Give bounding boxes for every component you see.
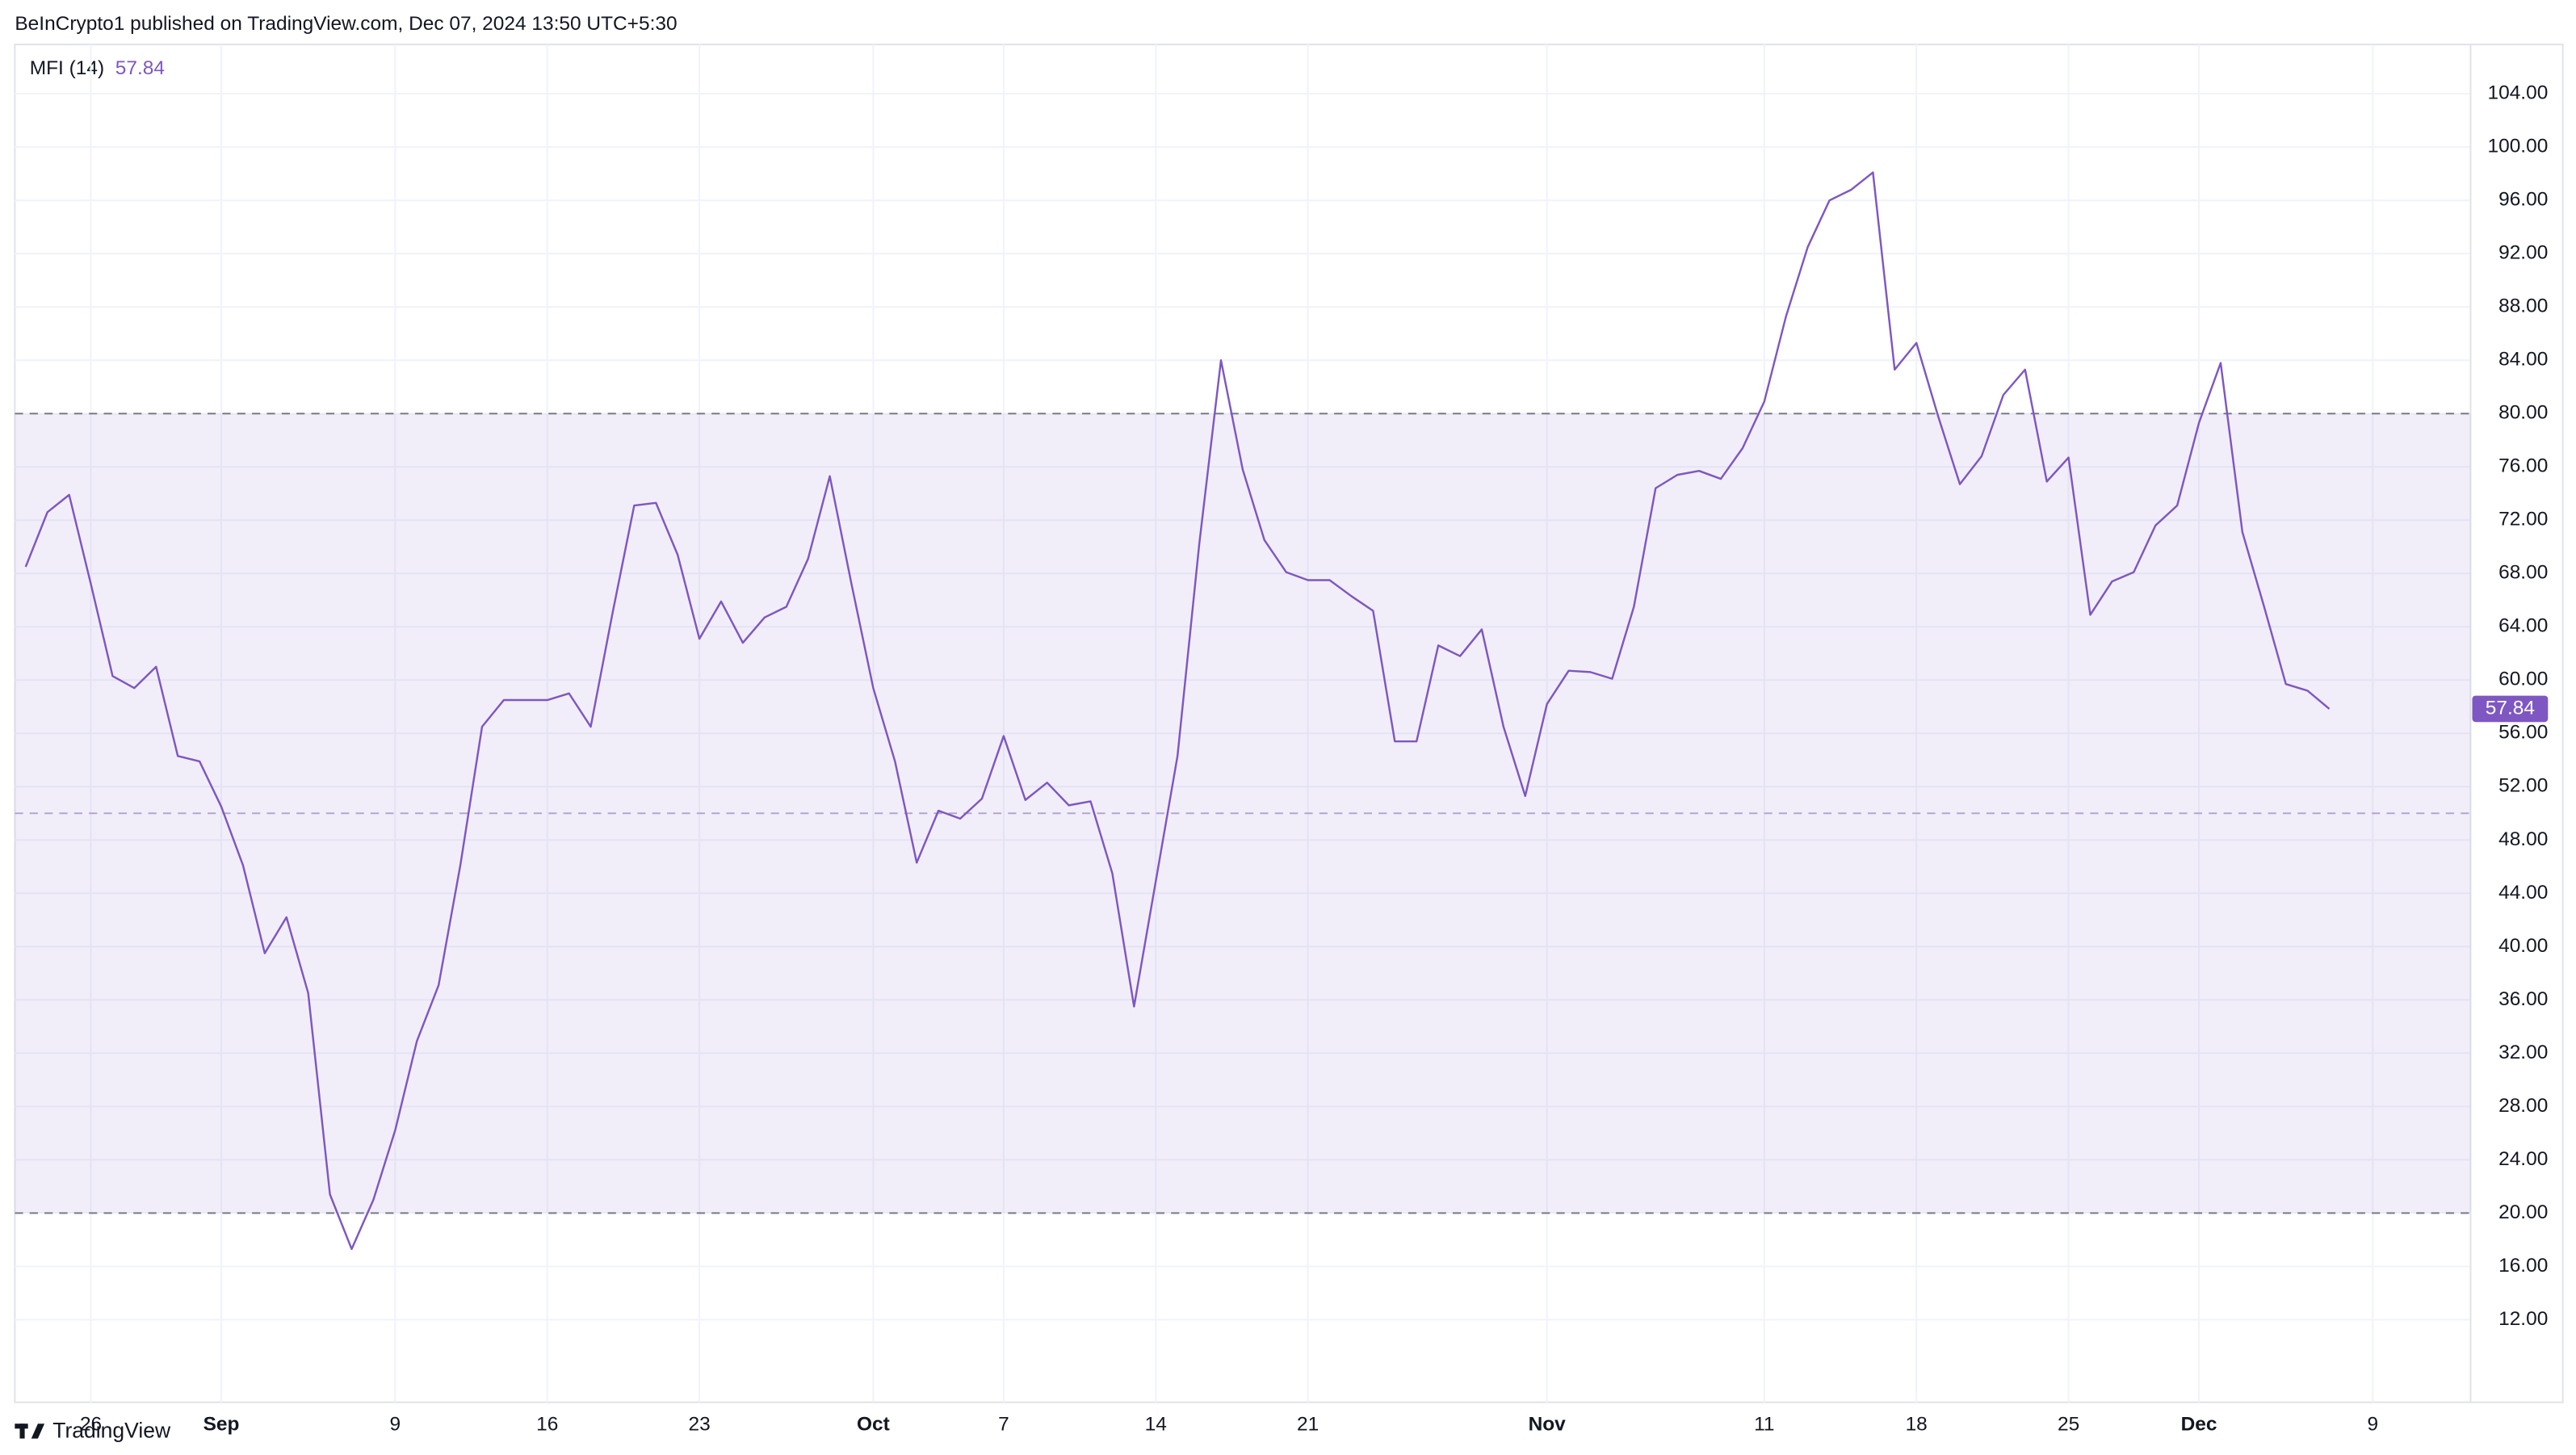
x-tick-label: 23 bbox=[688, 1414, 710, 1436]
y-tick-label: 96.00 bbox=[2498, 189, 2548, 211]
y-tick-label: 24.00 bbox=[2498, 1148, 2548, 1170]
y-tick-label: 44.00 bbox=[2498, 882, 2548, 904]
price-label-box bbox=[2472, 695, 2549, 723]
y-tick-label: 76.00 bbox=[2498, 455, 2548, 477]
x-tick-label: 9 bbox=[2368, 1414, 2379, 1436]
y-tick-label: 56.00 bbox=[2498, 722, 2548, 744]
y-tick-label: 48.00 bbox=[2498, 828, 2548, 850]
y-tick-label: 68.00 bbox=[2498, 562, 2548, 584]
y-tick-label: 36.00 bbox=[2498, 988, 2548, 1010]
y-tick-label: 80.00 bbox=[2498, 402, 2548, 424]
y-tick-label: 72.00 bbox=[2498, 509, 2548, 530]
x-tick-label: 9 bbox=[390, 1414, 401, 1436]
y-tick-label: 52.00 bbox=[2498, 775, 2548, 797]
indicator-name: MFI (14) bbox=[30, 57, 104, 79]
x-tick-label: 21 bbox=[1297, 1414, 1319, 1436]
y-tick-label: 32.00 bbox=[2498, 1042, 2548, 1063]
y-tick-label: 12.00 bbox=[2498, 1308, 2548, 1330]
y-tick-label: 100.00 bbox=[2488, 136, 2549, 157]
y-tick-label: 64.00 bbox=[2498, 615, 2548, 637]
y-tick-label: 104.00 bbox=[2488, 82, 2549, 104]
brand: TradingView bbox=[52, 1418, 171, 1442]
x-tick-label: Nov bbox=[1529, 1414, 1567, 1436]
x-tick-label: 18 bbox=[1906, 1414, 1928, 1436]
x-tick-label: 7 bbox=[998, 1414, 1009, 1436]
band-fill bbox=[15, 413, 2471, 1214]
publisher-line: BeInCrypto1 published on TradingView.com… bbox=[15, 13, 677, 35]
x-tick-label: 14 bbox=[1145, 1414, 1167, 1436]
y-tick-label: 84.00 bbox=[2498, 349, 2548, 371]
x-tick-label: Dec bbox=[2181, 1414, 2217, 1436]
tv-logo bbox=[15, 1424, 45, 1439]
y-tick-label: 88.00 bbox=[2498, 296, 2548, 317]
x-tick-label: Oct bbox=[857, 1414, 890, 1436]
y-tick-label: 40.00 bbox=[2498, 935, 2548, 957]
y-tick-label: 28.00 bbox=[2498, 1095, 2548, 1117]
x-tick-label: 26 bbox=[80, 1414, 102, 1436]
mfi-line bbox=[24, 171, 2331, 1251]
y-tick-label: 20.00 bbox=[2498, 1201, 2548, 1223]
chart-frame bbox=[14, 44, 2564, 1403]
x-tick-label: 11 bbox=[1754, 1414, 1774, 1436]
y-tick-label: 92.00 bbox=[2498, 242, 2548, 264]
legend-value: 57.84 bbox=[115, 57, 165, 79]
y-tick-label: 16.00 bbox=[2498, 1255, 2548, 1277]
x-tick-label: 25 bbox=[2058, 1414, 2079, 1436]
price-label: 57.84 bbox=[2486, 697, 2535, 719]
y-tick-label: 60.00 bbox=[2498, 669, 2548, 690]
x-tick-label: Sep bbox=[203, 1414, 240, 1436]
x-tick-label: 16 bbox=[536, 1414, 558, 1436]
